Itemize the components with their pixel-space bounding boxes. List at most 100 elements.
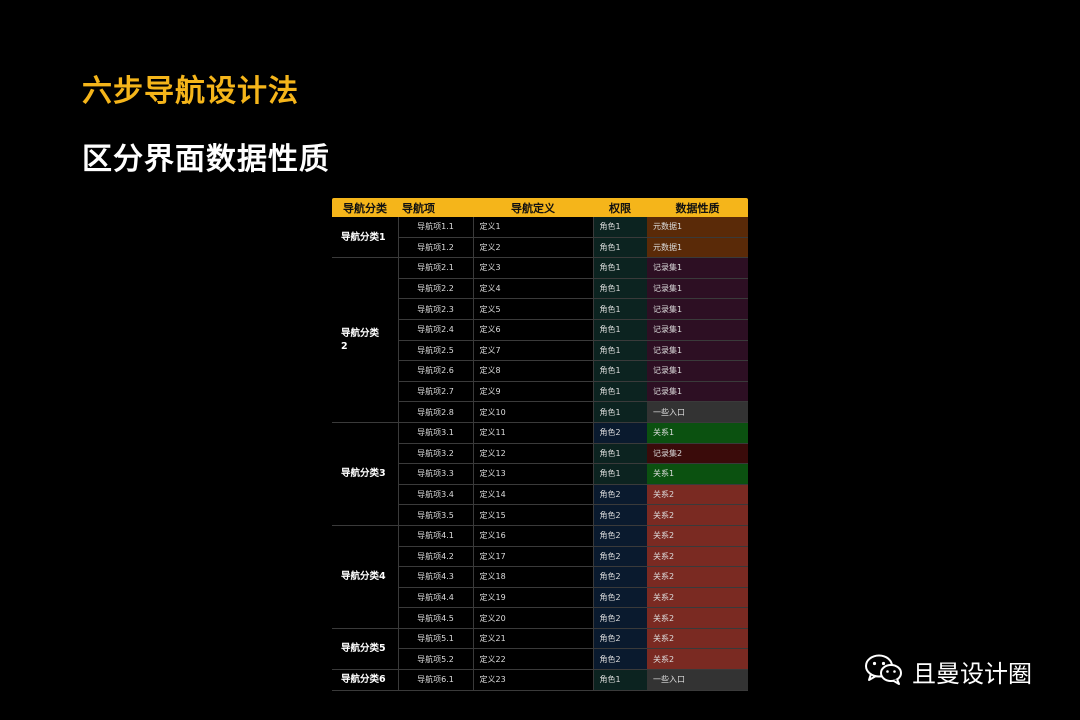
definition-cell: 定义23 bbox=[473, 669, 594, 691]
table-row: 导航项3.5 定义15 角色2 关系2 bbox=[332, 504, 748, 526]
definition-cell: 定义6 bbox=[473, 319, 594, 341]
data-nature-cell: 关系2 bbox=[647, 628, 748, 650]
nav-item-cell: 导航项4.4 bbox=[398, 587, 474, 609]
table-row: 导航项4.3 定义18 角色2 关系2 bbox=[332, 566, 748, 588]
category-cell: 导航分类5 bbox=[332, 628, 399, 671]
definition-cell: 定义19 bbox=[473, 587, 594, 609]
nav-item-cell: 导航项4.3 bbox=[398, 566, 474, 588]
nav-item-cell: 导航项1.2 bbox=[398, 237, 474, 259]
permission-cell: 角色2 bbox=[593, 607, 647, 629]
header-permission: 权限 bbox=[593, 198, 647, 217]
table-header-row: 导航分类 导航项 导航定义 权限 数据性质 bbox=[332, 198, 748, 217]
table-row: 导航项2.2 定义4 角色1 记录集1 bbox=[332, 278, 748, 300]
permission-cell: 角色2 bbox=[593, 648, 647, 671]
permission-cell: 角色1 bbox=[593, 463, 647, 485]
data-nature-cell: 关系1 bbox=[647, 422, 748, 444]
data-nature-cell: 记录集1 bbox=[647, 319, 748, 341]
data-nature-cell: 记录集1 bbox=[647, 278, 748, 300]
table-row: 导航分类5 导航项5.1 定义21 角色2 关系2 bbox=[332, 628, 748, 671]
wechat-icon bbox=[864, 653, 904, 689]
permission-cell: 角色1 bbox=[593, 669, 647, 691]
nav-item-cell: 导航项3.2 bbox=[398, 443, 474, 465]
nav-item-cell: 导航项1.1 bbox=[398, 217, 474, 238]
definition-cell: 定义13 bbox=[473, 463, 594, 485]
definition-cell: 定义8 bbox=[473, 360, 594, 382]
definition-cell: 定义14 bbox=[473, 484, 594, 506]
nav-item-cell: 导航项4.2 bbox=[398, 546, 474, 568]
nav-item-cell: 导航项3.4 bbox=[398, 484, 474, 506]
permission-cell: 角色1 bbox=[593, 340, 647, 362]
brand: 且曼设计圈 bbox=[864, 653, 1032, 689]
definition-cell: 定义11 bbox=[473, 422, 594, 444]
table-row: 导航项3.4 定义14 角色2 关系2 bbox=[332, 484, 748, 506]
nav-item-cell: 导航项5.1 bbox=[398, 628, 474, 650]
navigation-table: 导航分类 导航项 导航定义 权限 数据性质 导航分类1 导航项1.1 定义1 角色1 元… bbox=[332, 198, 748, 691]
page-title: 六步导航设计法 bbox=[82, 74, 299, 109]
definition-cell: 定义12 bbox=[473, 443, 594, 465]
table-row: 导航分类4 导航项4.1 定义16 角色2 关系2 bbox=[332, 525, 748, 629]
category-cell: 导航分类3 bbox=[332, 422, 399, 526]
table-row: 导航项2.3 定义5 角色1 记录集1 bbox=[332, 298, 748, 320]
table-row: 导航项5.2 定义22 角色2 关系2 bbox=[332, 648, 748, 671]
data-nature-cell: 记录集1 bbox=[647, 381, 748, 403]
nav-item-cell: 导航项2.5 bbox=[398, 340, 474, 362]
category-cell: 导航分类6 bbox=[332, 669, 399, 691]
header-category: 导航分类 bbox=[332, 198, 398, 217]
data-nature-cell: 关系2 bbox=[647, 587, 748, 609]
data-nature-cell: 关系2 bbox=[647, 504, 748, 526]
permission-cell: 角色2 bbox=[593, 546, 647, 568]
permission-cell: 角色2 bbox=[593, 484, 647, 506]
data-nature-cell: 记录集1 bbox=[647, 298, 748, 320]
table-row: 导航项4.4 定义19 角色2 关系2 bbox=[332, 587, 748, 609]
definition-cell: 定义16 bbox=[473, 525, 594, 547]
category-cell: 导航分类1 bbox=[332, 217, 399, 259]
nav-item-cell: 导航项2.1 bbox=[398, 257, 474, 279]
permission-cell: 角色1 bbox=[593, 319, 647, 341]
nav-item-cell: 导航项4.1 bbox=[398, 525, 474, 547]
table-row: 导航项2.8 定义10 角色1 一些入口 bbox=[332, 401, 748, 423]
permission-cell: 角色1 bbox=[593, 443, 647, 465]
table-row: 导航项3.3 定义13 角色1 关系1 bbox=[332, 463, 748, 485]
data-nature-cell: 一些入口 bbox=[647, 401, 748, 423]
definition-cell: 定义15 bbox=[473, 504, 594, 526]
permission-cell: 角色1 bbox=[593, 237, 647, 259]
nav-item-cell: 导航项4.5 bbox=[398, 607, 474, 629]
header-data-nature: 数据性质 bbox=[647, 198, 748, 217]
permission-cell: 角色1 bbox=[593, 381, 647, 403]
table-row: 导航项2.6 定义8 角色1 记录集1 bbox=[332, 360, 748, 382]
category-cell: 导航分类4 bbox=[332, 525, 399, 629]
nav-item-cell: 导航项3.3 bbox=[398, 463, 474, 485]
definition-cell: 定义4 bbox=[473, 278, 594, 300]
nav-item-cell: 导航项2.3 bbox=[398, 298, 474, 320]
permission-cell: 角色2 bbox=[593, 422, 647, 444]
definition-cell: 定义18 bbox=[473, 566, 594, 588]
data-nature-cell: 记录集1 bbox=[647, 257, 748, 279]
nav-item-cell: 导航项2.4 bbox=[398, 319, 474, 341]
category-cell: 导航分类 2 bbox=[332, 257, 399, 423]
permission-cell: 角色2 bbox=[593, 566, 647, 588]
data-nature-cell: 记录集1 bbox=[647, 360, 748, 382]
table-row: 导航分类6 导航项6.1 定义23 角色1 一些入口 bbox=[332, 669, 748, 691]
brand-name: 且曼设计圈 bbox=[912, 659, 1032, 688]
permission-cell: 角色1 bbox=[593, 360, 647, 382]
definition-cell: 定义20 bbox=[473, 607, 594, 629]
data-nature-cell: 关系2 bbox=[647, 648, 748, 671]
table-row: 导航项2.5 定义7 角色1 记录集1 bbox=[332, 340, 748, 362]
data-nature-cell: 关系1 bbox=[647, 463, 748, 485]
data-nature-cell: 记录集1 bbox=[647, 340, 748, 362]
data-nature-cell: 一些入口 bbox=[647, 669, 748, 691]
table-row: 导航项4.2 定义17 角色2 关系2 bbox=[332, 546, 748, 568]
data-nature-cell: 元数据1 bbox=[647, 237, 748, 259]
permission-cell: 角色1 bbox=[593, 278, 647, 300]
nav-item-cell: 导航项3.5 bbox=[398, 504, 474, 526]
permission-cell: 角色1 bbox=[593, 298, 647, 320]
definition-cell: 定义10 bbox=[473, 401, 594, 423]
definition-cell: 定义2 bbox=[473, 237, 594, 259]
nav-item-cell: 导航项2.2 bbox=[398, 278, 474, 300]
header-definition: 导航定义 bbox=[473, 198, 593, 217]
data-nature-cell: 关系2 bbox=[647, 607, 748, 629]
table-row: 导航分类 2 导航项2.1 定义3 角色1 记录集1 bbox=[332, 257, 748, 423]
page-subtitle: 区分界面数据性质 bbox=[82, 142, 330, 177]
definition-cell: 定义9 bbox=[473, 381, 594, 403]
data-nature-cell: 关系2 bbox=[647, 546, 748, 568]
